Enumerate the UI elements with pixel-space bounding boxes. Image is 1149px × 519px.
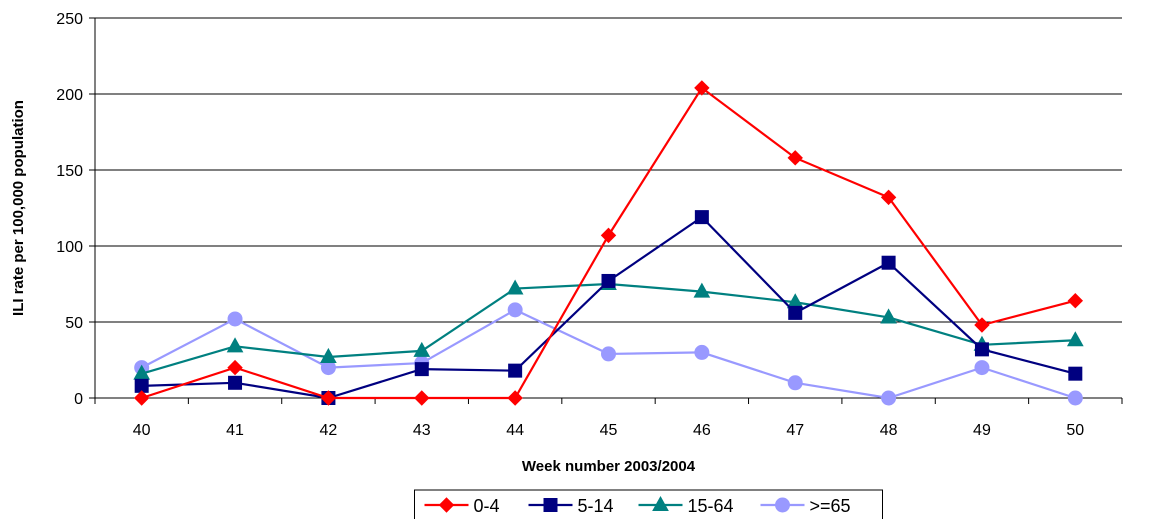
legend-marker	[543, 498, 558, 512]
data-point	[413, 341, 431, 357]
legend-label: 15-64	[688, 496, 734, 516]
y-tick-label: 150	[56, 163, 83, 180]
data-point	[788, 305, 803, 320]
legend-label: 0-4	[474, 496, 500, 516]
data-point	[787, 150, 803, 166]
x-tick-label: 50	[1066, 422, 1084, 439]
y-tick-label: 100	[56, 239, 83, 256]
legend-item: >=65	[760, 496, 851, 516]
data-point	[507, 302, 523, 318]
legend-marker	[652, 495, 669, 511]
data-point	[693, 282, 711, 298]
data-point	[601, 273, 616, 288]
x-tick-label: 47	[786, 422, 804, 439]
x-tick-label: 45	[600, 422, 618, 439]
x-tick-label: 41	[226, 422, 244, 439]
x-axis-title: Week number 2003/2004	[522, 458, 696, 475]
data-point	[227, 311, 243, 327]
series-15-64	[133, 274, 1084, 380]
data-point	[881, 255, 896, 270]
data-point	[974, 317, 990, 333]
data-point	[1067, 293, 1084, 309]
y-tick-label: 0	[74, 391, 83, 408]
series-0-4	[133, 80, 1084, 406]
x-tick-label: 44	[506, 422, 524, 439]
data-point	[226, 337, 244, 353]
data-point	[227, 359, 243, 376]
data-point	[694, 80, 710, 96]
legend-label: >=65	[810, 496, 851, 516]
data-point	[880, 308, 897, 324]
data-point	[600, 227, 617, 244]
data-point	[974, 342, 989, 357]
data-point	[1066, 331, 1084, 347]
data-point	[320, 390, 337, 406]
data-point	[414, 362, 429, 377]
x-tick-label: 40	[133, 422, 151, 439]
x-tick-label: 46	[693, 422, 711, 439]
data-point	[601, 346, 616, 362]
legend-marker	[775, 497, 790, 513]
y-tick-label: 50	[65, 315, 83, 332]
gridlines	[95, 17, 1122, 323]
data-point	[694, 344, 710, 360]
data-point	[694, 210, 709, 225]
y-axis-title: ILI rate per 100,000 population	[10, 100, 27, 316]
legend: 0-4 5-14 15-64 >=65	[414, 489, 883, 519]
series-group	[133, 80, 1084, 406]
series-line	[141, 215, 1076, 400]
data-point	[881, 390, 897, 406]
y-tick-label: 200	[56, 87, 83, 104]
data-point	[507, 390, 523, 406]
data-point	[506, 279, 524, 295]
x-tick-label: 43	[413, 422, 431, 439]
data-point	[133, 390, 150, 406]
data-point	[414, 390, 430, 406]
data-point	[974, 360, 990, 376]
x-tick-label: 42	[320, 422, 338, 439]
data-point	[508, 363, 523, 378]
data-point	[787, 375, 803, 391]
data-point	[1068, 366, 1083, 381]
data-point	[1067, 390, 1083, 406]
legend-marker	[438, 497, 455, 513]
data-point	[228, 375, 243, 390]
axes: 0 50 100 150 200 250 40 41 42 43 44 45 46 47 48 49 50	[56, 11, 1123, 439]
data-point	[320, 347, 337, 363]
data-point	[880, 189, 897, 206]
legend-item: 15-64	[638, 495, 734, 516]
y-tick-label: 250	[56, 11, 83, 28]
series->=65	[134, 302, 1083, 406]
x-tick-label: 48	[880, 422, 898, 439]
x-tick-label: 49	[973, 422, 991, 439]
legend-item: 5-14	[528, 496, 614, 516]
legend-label: 5-14	[578, 496, 614, 516]
series-5-14	[134, 210, 1083, 405]
legend-item: 0-4	[424, 496, 500, 516]
